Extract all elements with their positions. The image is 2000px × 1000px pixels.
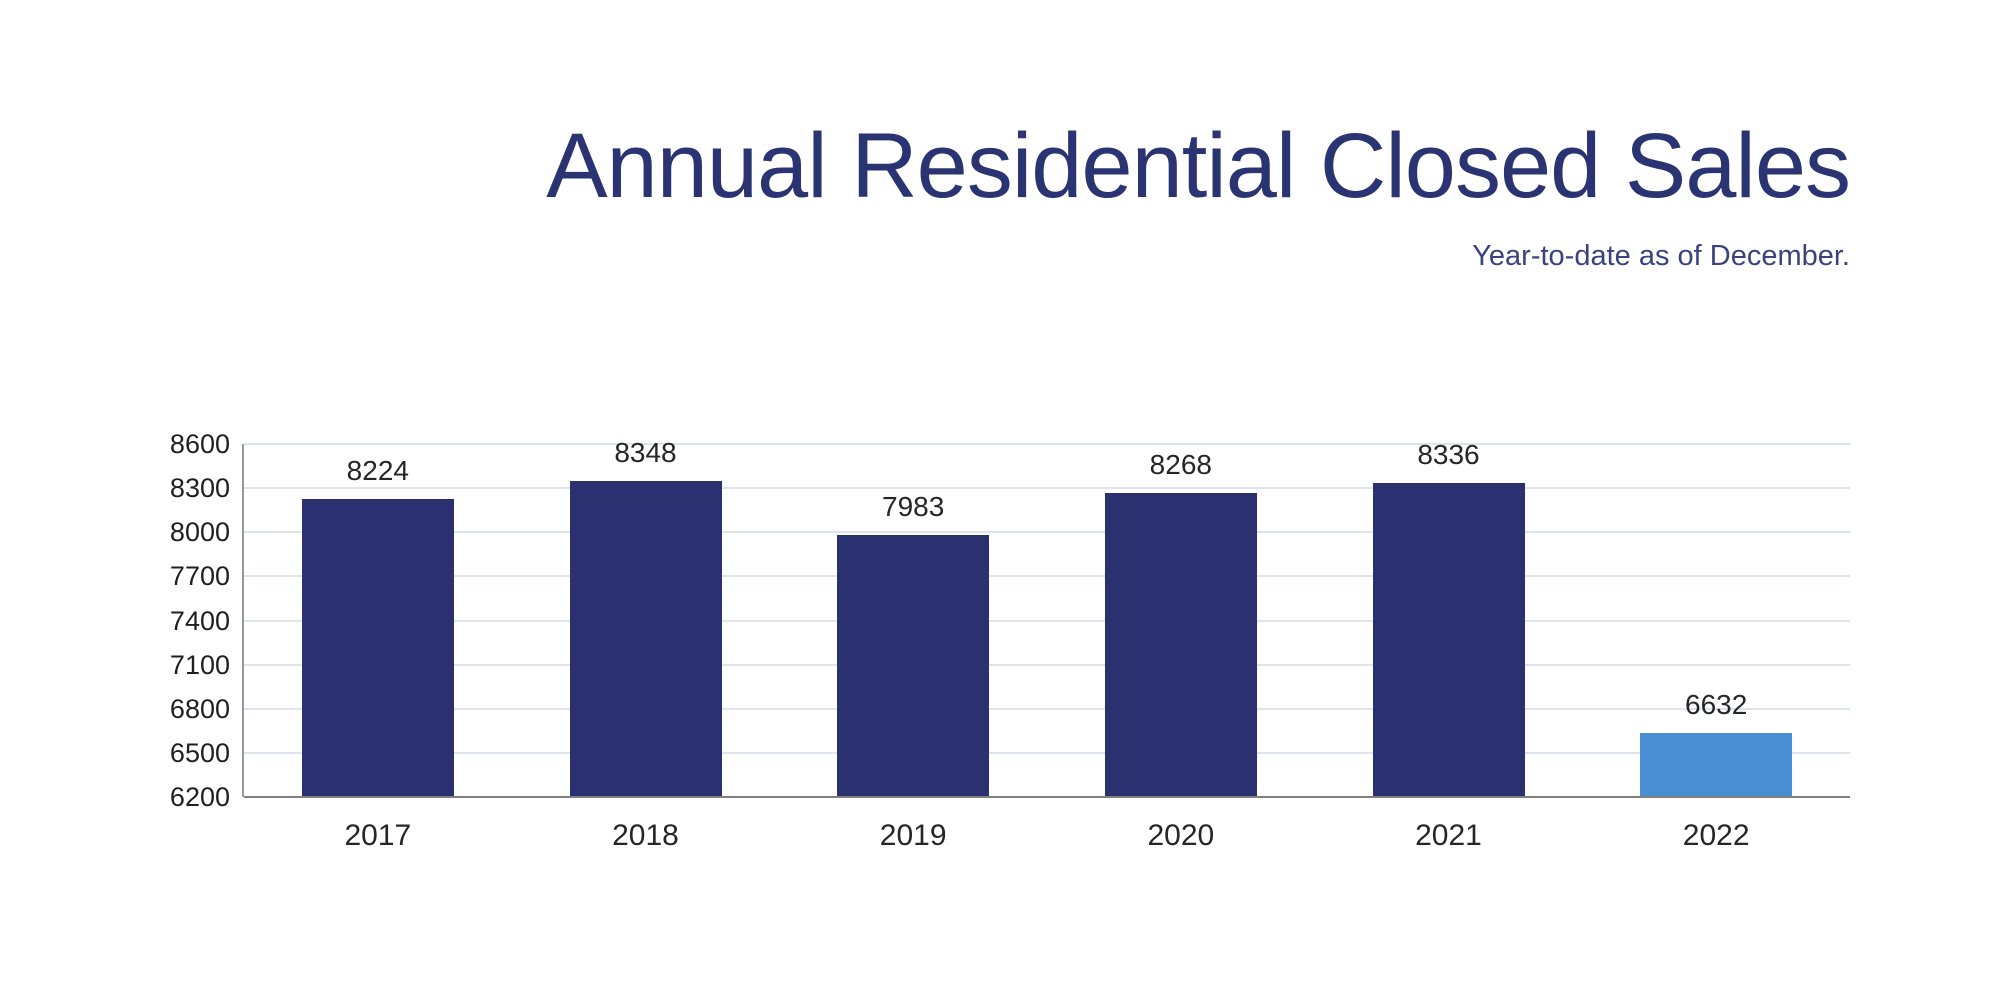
y-tick-label: 7100 <box>169 649 230 680</box>
bar-2021 <box>1372 482 1525 797</box>
gridline <box>244 443 1850 445</box>
gridline <box>244 663 1850 666</box>
y-tick-label: 7700 <box>169 561 230 592</box>
bar-2019 <box>837 534 990 797</box>
gridline <box>244 707 1850 710</box>
x-tick-label-2018: 2018 <box>612 819 679 852</box>
x-tick-label-2020: 2020 <box>1147 819 1215 852</box>
y-tick-label: 7400 <box>169 605 230 636</box>
y-axis-line <box>242 444 244 797</box>
y-tick-label: 8600 <box>169 429 230 459</box>
bar-value-label: 8224 <box>346 455 409 487</box>
x-axis-baseline <box>244 796 1850 798</box>
gridline <box>244 575 1850 578</box>
y-tick-label: 6500 <box>169 737 230 768</box>
bar-value-label: 8336 <box>1417 438 1480 470</box>
bar-2020 <box>1104 492 1257 797</box>
y-tick-label: 6800 <box>169 693 230 724</box>
bar-value-label: 6632 <box>1685 689 1748 721</box>
y-tick-label: 8300 <box>169 473 230 504</box>
chart-subtitle: Year-to-date as of December. <box>1472 240 1850 272</box>
x-tick-label-2019: 2019 <box>879 819 947 852</box>
y-tick-label: 8000 <box>169 517 230 548</box>
bar-value-label: 8268 <box>1149 448 1212 480</box>
bar-value-label: 7983 <box>882 490 945 522</box>
gridline <box>244 619 1850 622</box>
x-tick-label-2022: 2022 <box>1682 819 1750 852</box>
gridline <box>244 487 1850 490</box>
plot-area: 6200 6500 6800 7100 7400 7700 8000 8300 8600 8224… <box>170 429 1850 852</box>
bar-2018 <box>569 481 722 797</box>
gridline <box>244 751 1850 754</box>
bar-2022 <box>1640 733 1793 797</box>
chart-title: Annual Residential Closed Sales <box>546 115 1851 217</box>
y-tick-label: 6200 <box>169 782 230 812</box>
x-tick-label-2021: 2021 <box>1415 819 1482 852</box>
bar-value-label: 8348 <box>614 437 677 469</box>
gridline <box>244 531 1850 534</box>
x-tick-label-2017: 2017 <box>344 819 412 852</box>
bar-2017 <box>301 499 454 797</box>
